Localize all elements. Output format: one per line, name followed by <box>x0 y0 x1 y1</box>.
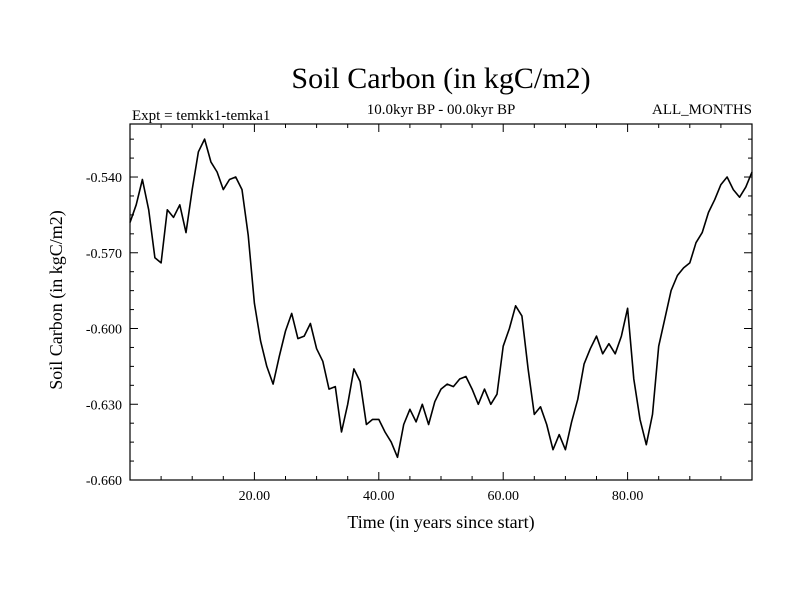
x-tick-label: 40.00 <box>363 489 395 504</box>
y-tick-label: -0.540 <box>86 171 122 186</box>
x-axis-label: Time (in years since start) <box>347 512 534 533</box>
y-tick-label: -0.630 <box>86 398 122 413</box>
ticks: 20.00 40.00 60.00 80.00 -0.540 -0.570 -0.600 -0… <box>86 124 752 504</box>
chart-title: Soil Carbon (in kgC/m2) <box>291 62 590 95</box>
x-tick-label: 20.00 <box>239 489 271 504</box>
x-tick-label: 80.00 <box>612 489 644 504</box>
chart-subtitle-right: ALL_MONTHS <box>652 102 752 118</box>
chart-subtitle-center: 10.0kyr BP - 00.0kyr BP <box>367 102 516 118</box>
y-tick-label: -0.660 <box>86 474 122 489</box>
axes <box>129 123 753 481</box>
plot-frame <box>129 123 753 481</box>
y-axis-label: Soil Carbon (in kgC/m2) <box>46 210 67 390</box>
chart-subtitle-left: Expt = temkk1-temka1 <box>132 108 270 124</box>
x-tick-label: 60.00 <box>487 489 519 504</box>
y-tick-label: -0.570 <box>86 247 122 262</box>
series-line <box>129 138 753 459</box>
y-tick-label: -0.600 <box>86 323 122 338</box>
series-layer <box>129 138 753 459</box>
